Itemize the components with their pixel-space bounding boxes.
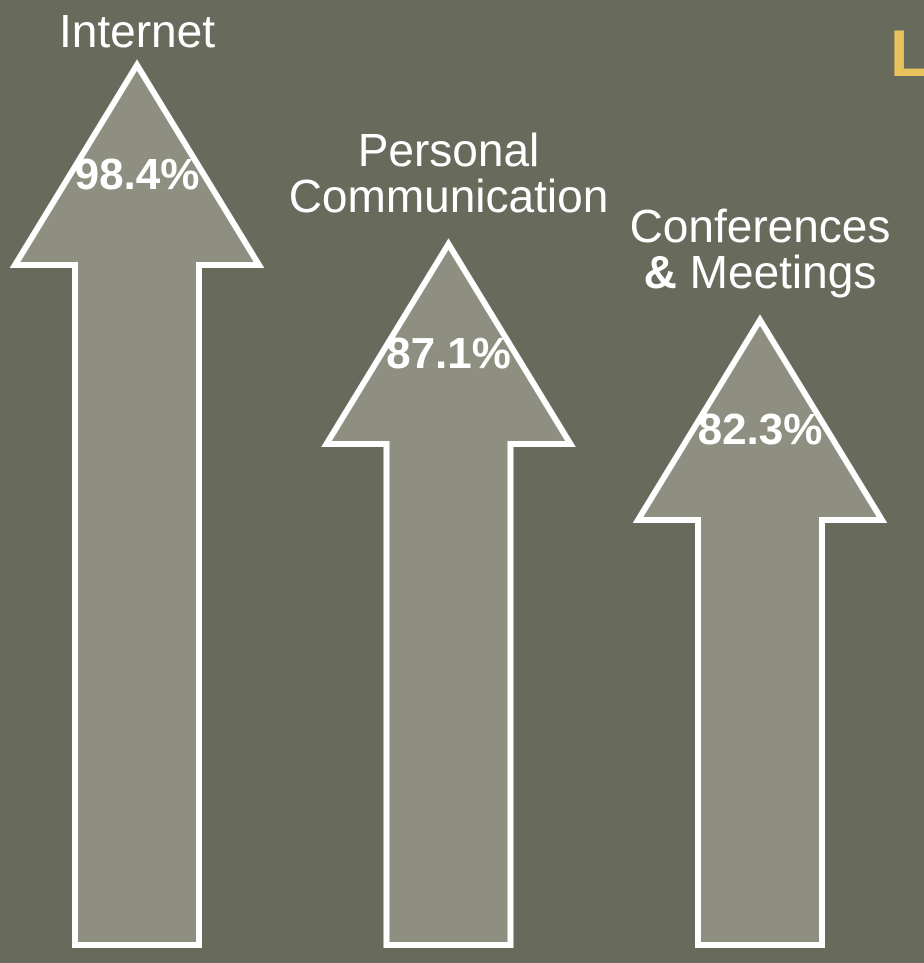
arrow: [321, 238, 576, 948]
category-label: Conferences & Meetings: [630, 200, 891, 298]
value-label: 87.1%: [386, 329, 511, 378]
arrow: [9, 59, 265, 948]
value-label: 98.4%: [75, 150, 200, 199]
category-label: Personal Communication: [289, 124, 609, 222]
category-label: Internet: [59, 5, 215, 57]
chart-title: L: [890, 16, 924, 90]
arrow: [632, 314, 888, 948]
value-label: 82.3%: [698, 405, 823, 454]
